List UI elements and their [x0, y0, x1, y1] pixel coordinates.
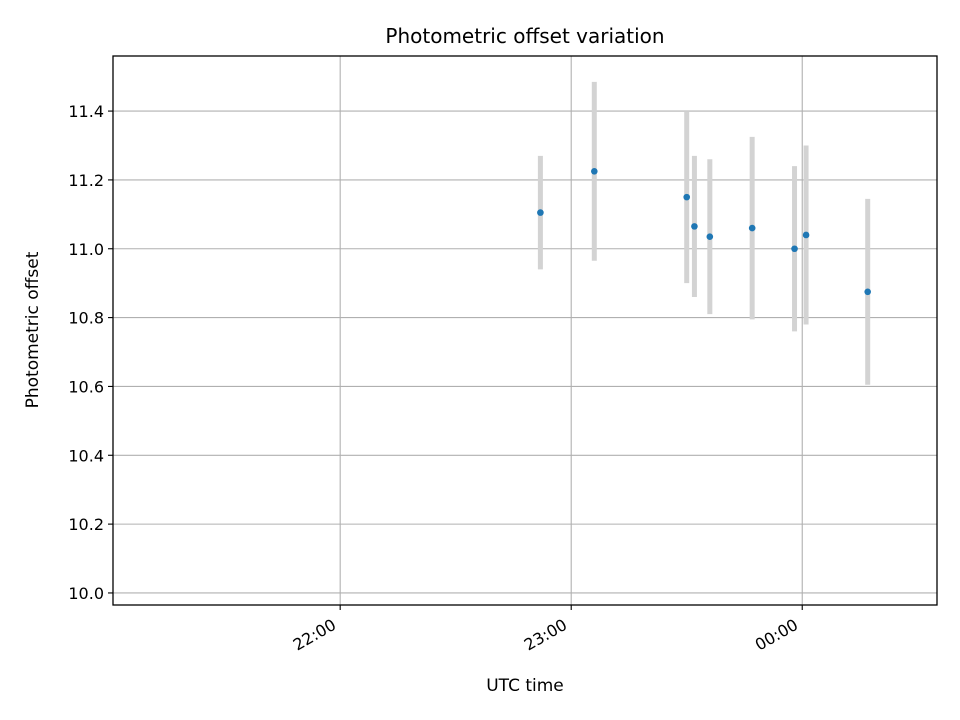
chart-title: Photometric offset variation	[385, 24, 664, 48]
y-tick-label: 11.0	[68, 240, 104, 259]
y-tick-label: 11.4	[68, 102, 104, 121]
y-tick-label: 11.2	[68, 171, 104, 190]
y-tick-label: 10.6	[68, 377, 104, 396]
data-point	[791, 245, 798, 253]
y-axis-title: Photometric offset	[23, 251, 43, 408]
y-tick-label: 10.4	[68, 446, 104, 465]
data-points	[537, 168, 871, 296]
data-point	[683, 193, 691, 201]
grid	[113, 56, 937, 605]
data-point	[537, 209, 544, 216]
data-point	[748, 224, 756, 232]
y-tick-label: 10.0	[68, 584, 104, 603]
y-tick-label: 10.8	[68, 309, 104, 328]
plot-frame	[112, 55, 938, 606]
data-point	[591, 168, 598, 175]
x-axis-title: UTC time	[486, 676, 564, 696]
data-point	[691, 223, 698, 230]
y-tick-label: 10.2	[68, 515, 104, 534]
data-point	[802, 231, 810, 239]
data-point	[864, 288, 871, 296]
y-axis: 10.0 10.2 10.4 10.6 10.8 11.0 11.2 11.4	[68, 102, 113, 603]
data-point	[706, 233, 714, 241]
